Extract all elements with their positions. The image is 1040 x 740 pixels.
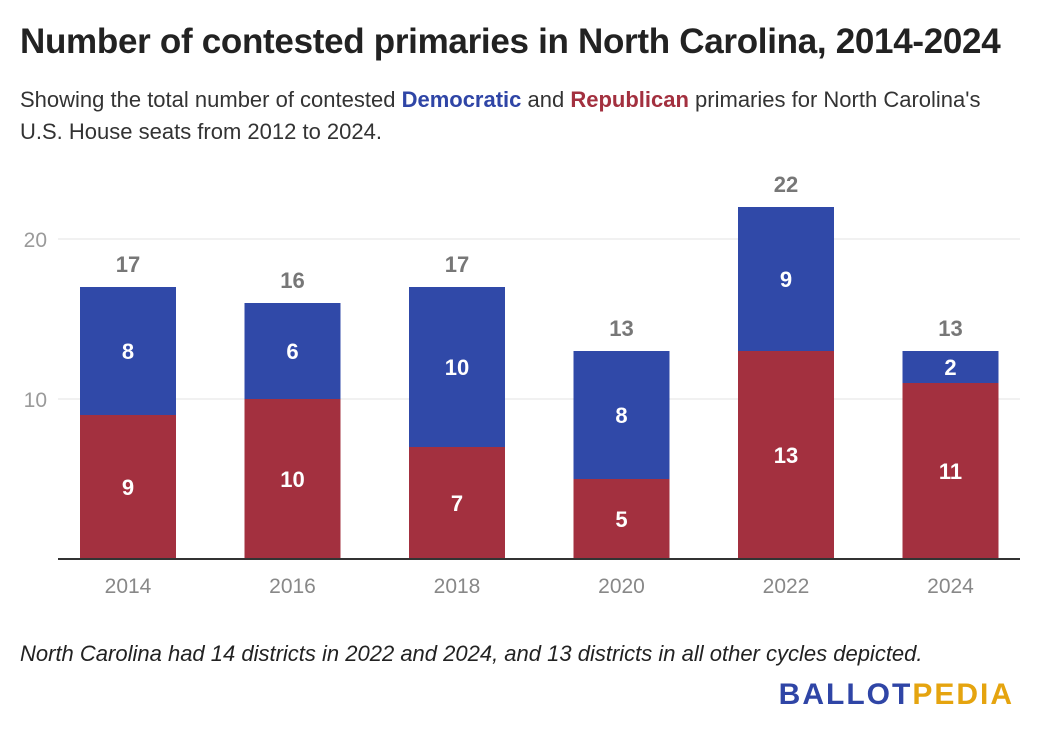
x-tick-label: 2018 bbox=[434, 575, 481, 598]
logo-part-pedia: PEDIA bbox=[912, 678, 1014, 711]
bar-label-republican: 9 bbox=[122, 475, 134, 500]
bar-republican bbox=[573, 479, 670, 559]
logo-part-ballot: BALLOT bbox=[778, 678, 913, 711]
bar-democratic bbox=[902, 351, 999, 383]
bar-label-democratic: 10 bbox=[445, 355, 469, 380]
bar-label-republican: 11 bbox=[939, 459, 962, 484]
bar-total-label: 13 bbox=[609, 316, 633, 341]
y-tick-label: 10 bbox=[24, 389, 47, 412]
subtitle-democratic-label: Democratic bbox=[401, 87, 522, 112]
subtitle-text-before: Showing the total number of contested bbox=[20, 87, 402, 112]
x-tick-label: 2016 bbox=[269, 575, 316, 598]
bar-label-democratic: 2 bbox=[944, 355, 956, 380]
bar-democratic bbox=[738, 207, 834, 351]
subtitle-text-after: primaries for North Carolina's U.S. Hous… bbox=[20, 87, 981, 144]
y-tick-label: 20 bbox=[24, 229, 47, 252]
bar-label-republican: 5 bbox=[615, 507, 627, 532]
bar-democratic bbox=[573, 351, 670, 479]
chart-title: Number of contested primaries in North C… bbox=[20, 22, 1001, 61]
bar-label-republican: 10 bbox=[280, 467, 304, 492]
bar-republican bbox=[409, 447, 505, 559]
x-tick-label: 2024 bbox=[927, 575, 974, 598]
bar-label-democratic: 8 bbox=[122, 339, 134, 364]
x-tick-label: 2022 bbox=[763, 575, 810, 598]
footnote: North Carolina had 14 districts in 2022 … bbox=[20, 641, 923, 666]
bar-total-label: 13 bbox=[938, 316, 962, 341]
bar-label-democratic: 9 bbox=[780, 267, 792, 292]
bar-democratic bbox=[409, 287, 505, 447]
ballotpedia-logo: BALLOTPEDIA bbox=[779, 678, 1014, 712]
bar-label-republican: 7 bbox=[451, 491, 463, 516]
bar-republican bbox=[902, 383, 999, 559]
bar-democratic bbox=[80, 287, 176, 415]
bar-democratic bbox=[244, 303, 341, 399]
x-tick-label: 2014 bbox=[105, 575, 152, 598]
bar-total-label: 22 bbox=[774, 172, 798, 197]
bar-total-label: 16 bbox=[280, 268, 304, 293]
chart-subtitle: Showing the total number of contested De… bbox=[20, 84, 1000, 148]
bar-label-democratic: 6 bbox=[286, 339, 298, 364]
bar-republican bbox=[80, 415, 176, 559]
bar-label-democratic: 8 bbox=[615, 403, 627, 428]
bar-republican bbox=[738, 351, 834, 559]
x-tick-label: 2020 bbox=[598, 575, 645, 598]
bar-label-republican: 13 bbox=[774, 443, 798, 468]
subtitle-text-mid: and bbox=[521, 87, 571, 112]
bar-total-label: 17 bbox=[445, 252, 469, 277]
subtitle-republican-label: Republican bbox=[570, 87, 689, 112]
bar-republican bbox=[244, 399, 341, 559]
bar-total-label: 17 bbox=[116, 252, 140, 277]
stacked-bar-chart: 10 20 9 8 17 2014 10 6 16 2016 7 10 17 2018 5 8 13 2020 13… bbox=[24, 172, 1020, 598]
